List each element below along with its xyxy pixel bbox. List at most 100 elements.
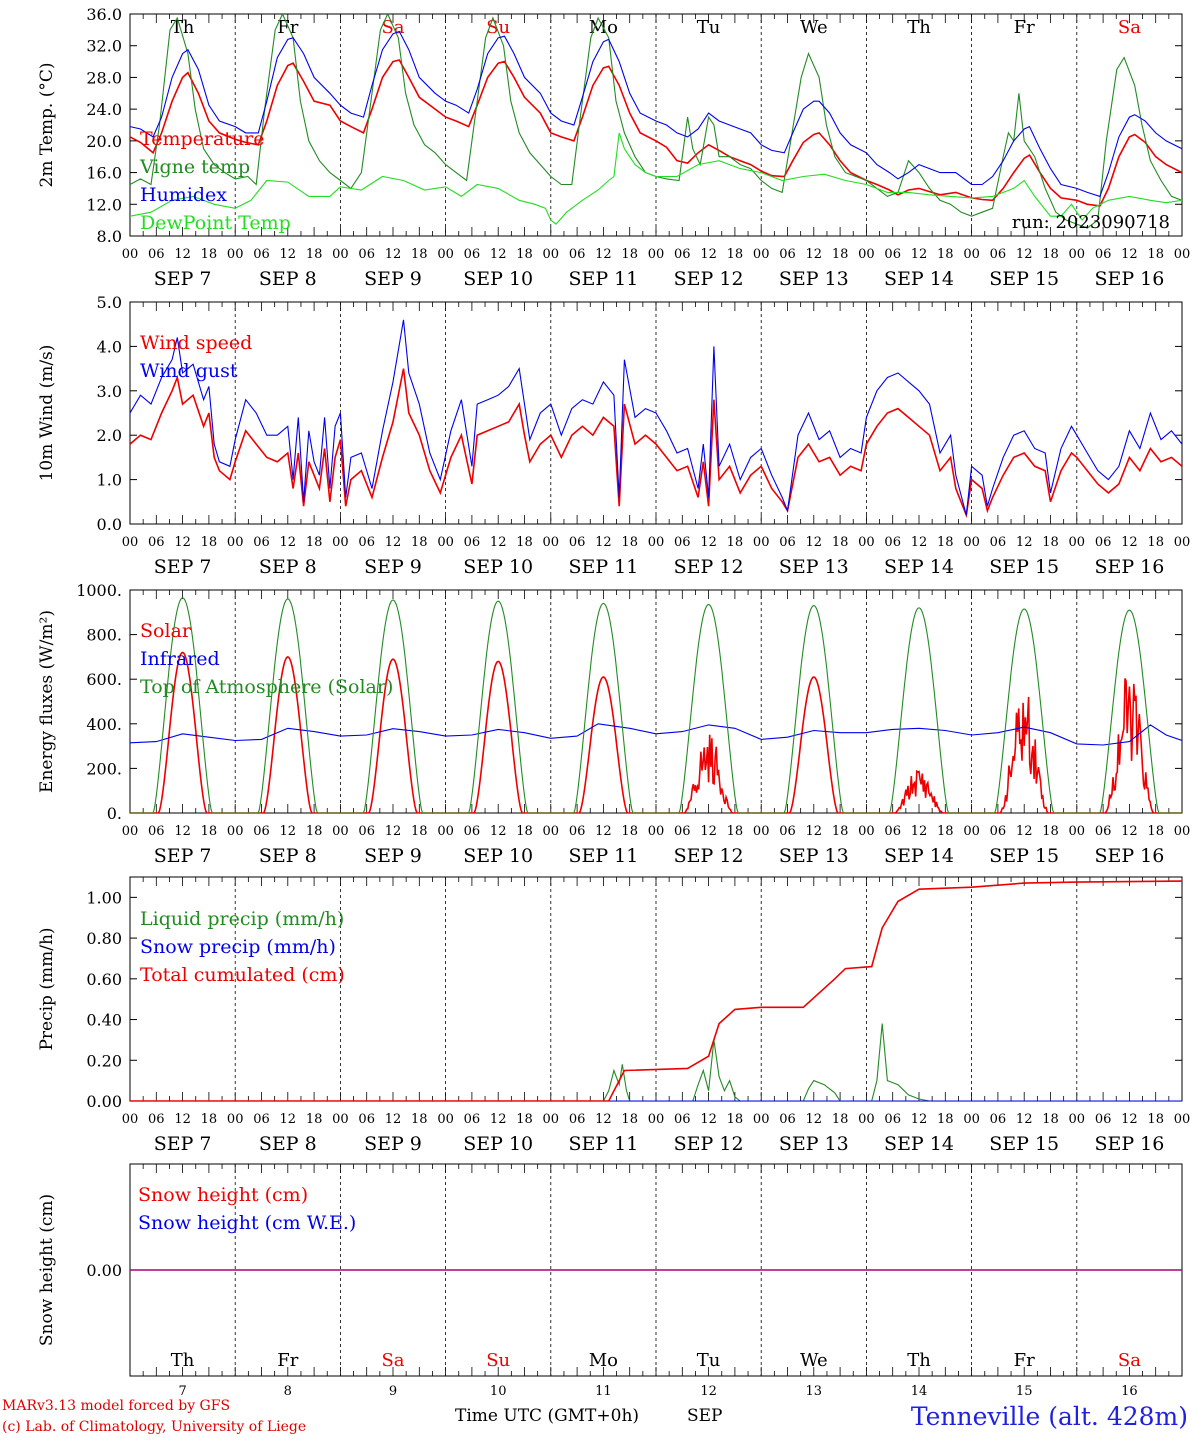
legend-entry: Wind speed bbox=[140, 332, 252, 354]
hour-tick-label: 00 bbox=[858, 1112, 875, 1127]
hour-tick-label: 00 bbox=[1174, 535, 1191, 550]
weekday-label: Sa bbox=[381, 1350, 404, 1371]
series-line-vigne-temp bbox=[130, 14, 1182, 229]
hour-tick-label: 12 bbox=[385, 247, 402, 262]
hour-tick-label: 18 bbox=[832, 1112, 849, 1127]
y-tick-label: 12.0 bbox=[86, 195, 122, 214]
hour-tick-label: 06 bbox=[358, 1112, 375, 1127]
hour-tick-label: 06 bbox=[464, 1112, 481, 1127]
day-number-label: 14 bbox=[911, 1384, 928, 1399]
hour-tick-label: 18 bbox=[411, 535, 428, 550]
date-label: SEP 7 bbox=[154, 845, 212, 867]
hour-tick-label: 06 bbox=[253, 1112, 270, 1127]
hour-tick-label: 00 bbox=[332, 535, 349, 550]
hour-tick-label: 00 bbox=[543, 1112, 560, 1127]
date-label: SEP 15 bbox=[989, 268, 1059, 290]
date-label: SEP 13 bbox=[779, 268, 849, 290]
panel-5: 0.00 Snow height (cm) Th Fr Sa Su Mo Tu We Th Fr Sa… bbox=[37, 1163, 1183, 1399]
y-tick-label: 1000. bbox=[76, 581, 122, 600]
day-number-label: 16 bbox=[1121, 1384, 1138, 1399]
hour-tick-label: 18 bbox=[937, 824, 954, 839]
hour-tick-label: 18 bbox=[1042, 535, 1059, 550]
hour-tick-label: 06 bbox=[358, 247, 375, 262]
hour-tick-label: 06 bbox=[884, 247, 901, 262]
hour-tick-label: 06 bbox=[990, 1112, 1007, 1127]
hour-tick-label: 06 bbox=[1095, 535, 1112, 550]
panel-1: 8.0 12.0 16.0 20.0 24.0 28.0 32.0 36.0 2m Temp. … bbox=[37, 5, 1190, 290]
y-tick-label: 800. bbox=[86, 626, 122, 645]
date-label: SEP 13 bbox=[779, 556, 849, 578]
hour-tick-label: 06 bbox=[569, 1112, 586, 1127]
hour-tick-label: 00 bbox=[963, 824, 980, 839]
hour-tick-label: 18 bbox=[411, 824, 428, 839]
hour-tick-label: 00 bbox=[543, 247, 560, 262]
plot-frame bbox=[129, 589, 1183, 814]
hour-tick-label: 00 bbox=[753, 247, 770, 262]
weekday-label: We bbox=[800, 17, 828, 38]
hour-tick-label: 00 bbox=[1069, 535, 1086, 550]
hour-tick-label: 00 bbox=[648, 535, 665, 550]
date-label: SEP 15 bbox=[989, 1133, 1059, 1155]
y-tick-label: 0.40 bbox=[86, 1011, 122, 1030]
hour-tick-label: 12 bbox=[490, 824, 507, 839]
hour-tick-label: 18 bbox=[937, 535, 954, 550]
day-number-label: 10 bbox=[490, 1384, 507, 1399]
hour-tick-label: 00 bbox=[963, 247, 980, 262]
hour-tick-label: 00 bbox=[1069, 247, 1086, 262]
hour-tick-label: 12 bbox=[1121, 824, 1138, 839]
month-label: SEP bbox=[687, 1406, 723, 1426]
hour-tick-label: 12 bbox=[1016, 247, 1033, 262]
hour-tick-label: 06 bbox=[990, 535, 1007, 550]
hour-tick-label: 00 bbox=[332, 247, 349, 262]
series-line-top-of-atmosphere-solar- bbox=[130, 597, 1182, 813]
hour-tick-label: 06 bbox=[253, 824, 270, 839]
hour-tick-label: 18 bbox=[727, 1112, 744, 1127]
model-credit: MARv3.13 model forced by GFS bbox=[2, 1398, 231, 1414]
hour-tick-label: 06 bbox=[358, 824, 375, 839]
hour-tick-label: 12 bbox=[1121, 535, 1138, 550]
date-label: SEP 14 bbox=[884, 1133, 954, 1155]
hour-tick-label: 00 bbox=[753, 1112, 770, 1127]
weekday-label: Su bbox=[486, 17, 510, 38]
hour-tick-label: 00 bbox=[122, 1112, 139, 1127]
station-name: Tenneville (alt. 428m) bbox=[910, 1402, 1188, 1431]
hour-tick-label: 00 bbox=[1174, 247, 1191, 262]
hour-tick-label: 06 bbox=[779, 247, 796, 262]
legend-entry: Top of Atmosphere (Solar) bbox=[140, 676, 393, 698]
date-label: SEP 8 bbox=[259, 1133, 317, 1155]
day-number-label: 11 bbox=[595, 1384, 612, 1399]
hour-tick-label: 06 bbox=[464, 247, 481, 262]
hour-tick-label: 12 bbox=[174, 824, 191, 839]
date-label: SEP 16 bbox=[1094, 268, 1164, 290]
hour-tick-label: 18 bbox=[411, 1112, 428, 1127]
hour-tick-label: 18 bbox=[411, 247, 428, 262]
panel-2: 0.0 1.0 2.0 3.0 4.0 5.0 10m Wind (m/s) 00 06 12 18… bbox=[37, 293, 1190, 578]
hour-tick-label: 06 bbox=[1095, 1112, 1112, 1127]
hour-tick-label: 18 bbox=[727, 535, 744, 550]
hour-tick-label: 18 bbox=[1042, 1112, 1059, 1127]
date-label: SEP 12 bbox=[674, 845, 744, 867]
date-label: SEP 10 bbox=[463, 845, 533, 867]
hour-tick-label: 00 bbox=[122, 535, 139, 550]
hour-tick-label: 06 bbox=[358, 535, 375, 550]
hour-tick-label: 06 bbox=[884, 1112, 901, 1127]
hour-tick-label: 06 bbox=[779, 1112, 796, 1127]
hour-tick-label: 12 bbox=[806, 535, 823, 550]
day-number-label: 15 bbox=[1016, 1384, 1033, 1399]
hour-tick-label: 12 bbox=[595, 1112, 612, 1127]
hour-tick-label: 06 bbox=[253, 247, 270, 262]
hour-tick-label: 00 bbox=[227, 535, 244, 550]
hour-tick-label: 00 bbox=[648, 1112, 665, 1127]
series-line-wind-gust bbox=[130, 319, 1182, 516]
legend-entry: Humidex bbox=[140, 184, 227, 206]
hour-tick-label: 00 bbox=[227, 1112, 244, 1127]
hour-tick-label: 18 bbox=[621, 247, 638, 262]
y-axis-label: Precip (mm/h) bbox=[37, 927, 57, 1050]
hour-tick-label: 00 bbox=[963, 535, 980, 550]
hour-tick-label: 06 bbox=[990, 824, 1007, 839]
hour-tick-label: 00 bbox=[963, 1112, 980, 1127]
y-tick-label: 32.0 bbox=[86, 37, 122, 56]
hour-tick-label: 06 bbox=[990, 247, 1007, 262]
hour-tick-label: 06 bbox=[779, 535, 796, 550]
hour-tick-label: 00 bbox=[437, 824, 454, 839]
